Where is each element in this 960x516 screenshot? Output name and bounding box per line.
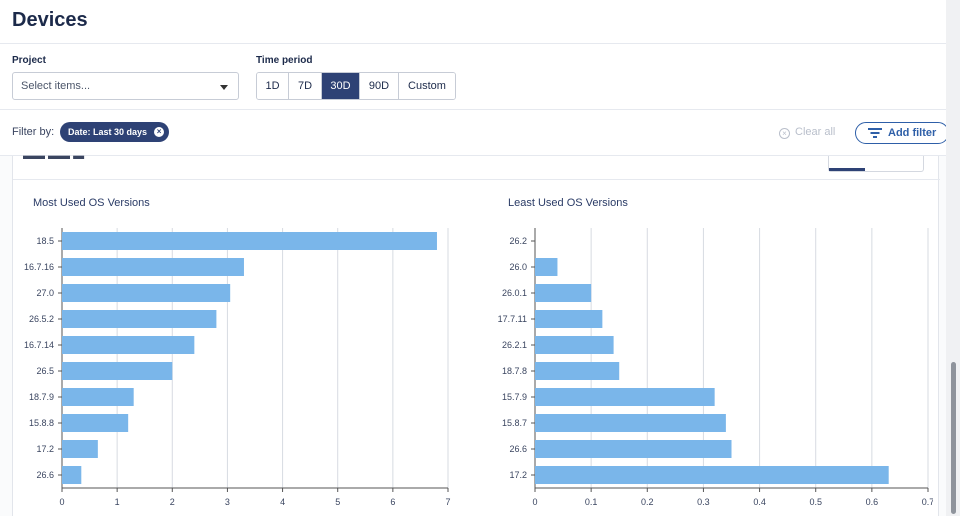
bar xyxy=(535,362,620,380)
scrollbar-thumb[interactable] xyxy=(951,362,956,514)
card-title-clipped: ▬▬ ▬▬ ▬ xyxy=(23,150,85,162)
bar xyxy=(62,440,98,458)
filter-bar: Filter by: Date: Last 30 days × × Clear a… xyxy=(0,110,949,156)
y-tick-label: 26.0.1 xyxy=(502,288,527,298)
y-tick-label: 18.7.8 xyxy=(502,366,527,376)
x-tick-label: 0.4 xyxy=(753,497,766,507)
chart-title-least-used: Least Used OS Versions xyxy=(508,197,628,209)
clear-all-label: Clear all xyxy=(795,126,836,138)
x-tick-label: 0.5 xyxy=(809,497,822,507)
y-tick-label: 26.0 xyxy=(509,262,527,272)
add-filter-button[interactable]: Add filter xyxy=(855,122,949,144)
filter-chip-label: Date: Last 30 days xyxy=(68,127,148,137)
bar xyxy=(62,232,437,250)
time-option-90d[interactable]: 90D xyxy=(360,73,399,99)
y-tick-label: 15.8.7 xyxy=(502,418,527,428)
bar xyxy=(62,466,82,484)
bar xyxy=(62,258,244,276)
y-tick-label: 26.2 xyxy=(509,236,527,246)
y-tick-label: 17.2 xyxy=(509,470,527,480)
page-title: Devices xyxy=(12,9,88,31)
time-period-label: Time period xyxy=(256,55,313,66)
y-tick-label: 26.2.1 xyxy=(502,340,527,350)
least-used-os-chart: 0 0.1 0.2 0.3 0.4 0.5 0.6 0.7 26.2 26.0 26.0.1 17.7… xyxy=(498,228,933,507)
bar xyxy=(535,388,715,406)
bar xyxy=(535,440,732,458)
bar xyxy=(62,310,217,328)
y-tick-label: 15.8.8 xyxy=(29,418,54,428)
x-tick-label: 2 xyxy=(170,497,175,507)
time-option-custom[interactable]: Custom xyxy=(399,73,455,99)
project-select-placeholder: Select items... xyxy=(21,80,91,92)
filter-controls: Project Select items... Time period 1D 7… xyxy=(0,44,946,110)
x-tick-label: 0.7 xyxy=(922,497,933,507)
x-tick-label: 3 xyxy=(225,497,230,507)
project-select[interactable]: Select items... xyxy=(12,72,239,100)
time-period-selector: 1D 7D 30D 90D Custom xyxy=(256,72,456,100)
x-tick-label: 0 xyxy=(532,497,537,507)
filter-icon xyxy=(868,128,882,138)
y-tick-label: 17.2 xyxy=(36,444,54,454)
project-label: Project xyxy=(12,55,46,66)
x-tick-label: 6 xyxy=(390,497,395,507)
x-tick-label: 0 xyxy=(59,497,64,507)
y-tick-label: 15.7.9 xyxy=(502,392,527,402)
chevron-down-icon xyxy=(220,85,228,90)
y-tick-label: 18.7.9 xyxy=(29,392,54,402)
x-tick-label: 0.1 xyxy=(585,497,598,507)
filter-chip-date[interactable]: Date: Last 30 days × xyxy=(60,122,170,142)
bar xyxy=(535,466,889,484)
bar xyxy=(535,310,603,328)
time-option-30d[interactable]: 30D xyxy=(322,73,360,99)
y-tick-label: 26.6 xyxy=(509,444,527,454)
vertical-scrollbar[interactable] xyxy=(946,0,960,516)
y-tick-label: 26.5.2 xyxy=(29,314,54,324)
y-tick-label: 16.7.14 xyxy=(24,340,54,350)
y-tick-label: 26.6 xyxy=(36,470,54,480)
time-option-1d[interactable]: 1D xyxy=(257,73,289,99)
page-header: Devices xyxy=(0,0,946,44)
time-option-7d[interactable]: 7D xyxy=(289,73,322,99)
x-tick-label: 5 xyxy=(335,497,340,507)
clear-icon: × xyxy=(779,128,790,139)
view-toggle[interactable] xyxy=(828,156,924,172)
bar xyxy=(62,388,134,406)
chart-title-most-used: Most Used OS Versions xyxy=(33,197,150,209)
bar xyxy=(535,414,726,432)
content-area: ▬▬ ▬▬ ▬ Most Used OS Versions Least Used… xyxy=(0,150,946,516)
bar xyxy=(62,336,195,354)
x-tick-label: 7 xyxy=(445,497,450,507)
most-used-os-chart: 0 1 2 3 4 5 6 7 18.5 16.7.16 27.0 26.5.2 16.7.14 26.5… xyxy=(24,228,451,507)
bar xyxy=(62,362,173,380)
add-filter-label: Add filter xyxy=(888,127,937,139)
bar xyxy=(62,414,129,432)
x-tick-label: 0.6 xyxy=(866,497,879,507)
clear-all-button[interactable]: × Clear all xyxy=(779,126,835,139)
bar xyxy=(535,336,614,354)
y-tick-label: 27.0 xyxy=(36,288,54,298)
y-tick-label: 17.7.11 xyxy=(498,314,527,324)
bar xyxy=(535,258,558,276)
os-versions-card: ▬▬ ▬▬ ▬ Most Used OS Versions Least Used… xyxy=(12,150,940,516)
filter-by-label: Filter by: xyxy=(12,126,55,138)
remove-chip-icon[interactable]: × xyxy=(154,127,165,137)
bar xyxy=(535,284,592,302)
y-tick-label: 18.5 xyxy=(36,236,54,246)
x-tick-label: 1 xyxy=(115,497,120,507)
bar xyxy=(62,284,231,302)
y-tick-label: 16.7.16 xyxy=(24,262,54,272)
x-tick-label: 0.2 xyxy=(641,497,654,507)
x-tick-label: 4 xyxy=(280,497,285,507)
y-tick-label: 26.5 xyxy=(36,366,54,376)
x-tick-label: 0.3 xyxy=(697,497,710,507)
